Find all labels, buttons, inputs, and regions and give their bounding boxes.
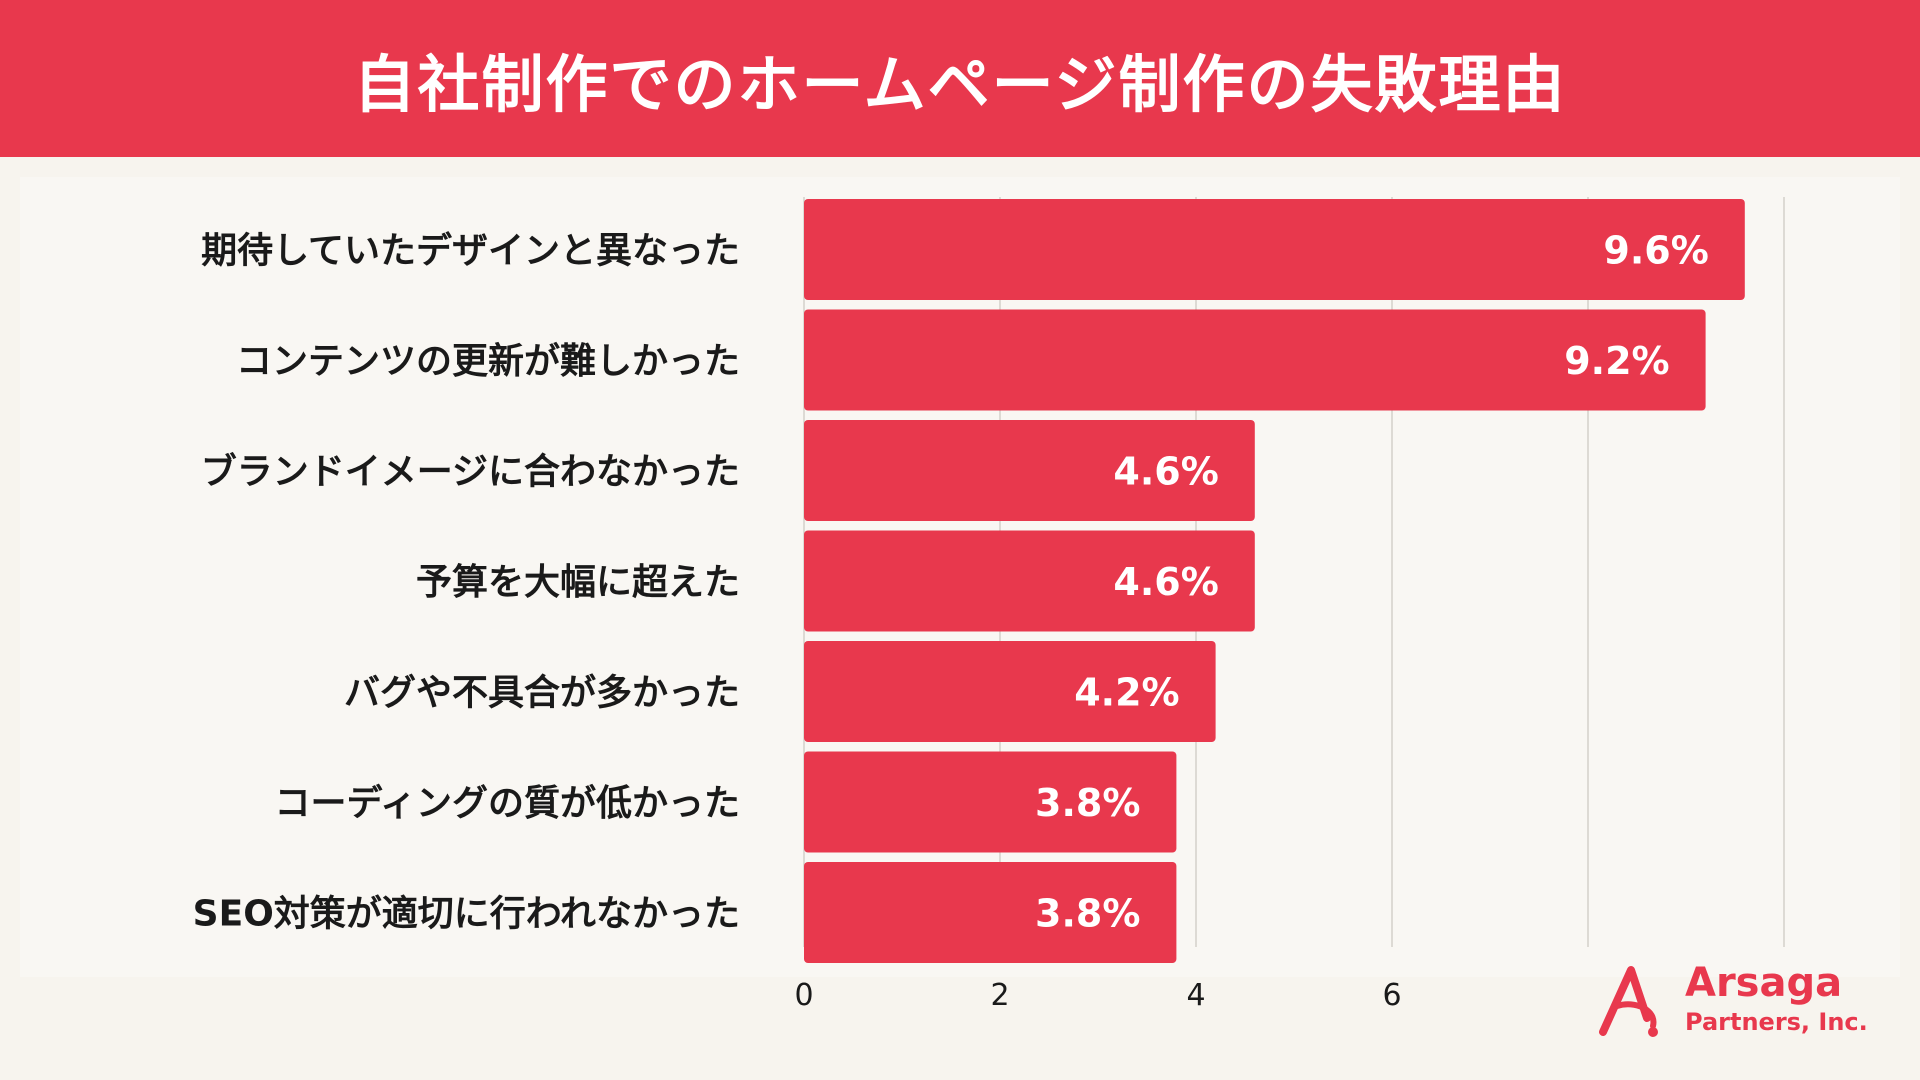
bar [804,199,1745,300]
header-banner: 自社制作でのホームページ制作の失敗理由 [0,0,1920,157]
logo-name: Arsaga [1685,960,1843,1006]
logo-subtitle: Partners, Inc. [1685,1008,1868,1036]
bar [804,530,1255,632]
bar [804,420,1255,521]
chart-area: 期待していたデザインと異なった 9.6% コンテンツの更新が難しかった 9.2% ブラン… [0,157,1920,1080]
x-tick-label: 4 [1186,978,1205,1013]
category-label: バグや不具合が多かった [344,673,740,714]
category-label: ブランドイメージに合わなかった [201,451,740,493]
category-label: コンテンツの更新が難しかった [236,341,740,382]
bar [804,862,1177,963]
data-label: 3.8% [1035,781,1140,825]
x-tick-label: 2 [990,978,1009,1013]
arsaga-logo-icon [1599,966,1658,1037]
bar [804,309,1706,411]
x-tick-label: 0 [794,978,813,1013]
category-label: 期待していたデザインと異なった [201,230,740,272]
category-label: 予算を大幅に超えた [416,562,740,603]
data-label: 4.6% [1113,450,1218,494]
bar [804,751,1177,853]
bar-chart: 期待していたデザインと異なった 9.6% コンテンツの更新が難しかった 9.2% ブラン… [20,177,1900,1013]
category-label: SEO対策が適切に行われなかった [193,894,740,935]
category-label: コーディングの質が低かった [275,782,740,824]
data-label: 9.6% [1603,229,1708,273]
x-tick-label: 6 [1382,978,1401,1013]
data-label: 4.2% [1074,671,1179,715]
bar [804,641,1216,742]
data-label: 9.2% [1564,339,1669,383]
data-label: 3.8% [1035,892,1140,936]
company-logo: Arsaga Partners, Inc. [1595,960,1875,1040]
data-label: 4.6% [1113,560,1218,604]
page-title: 自社制作でのホームページ制作の失敗理由 [353,47,1567,121]
